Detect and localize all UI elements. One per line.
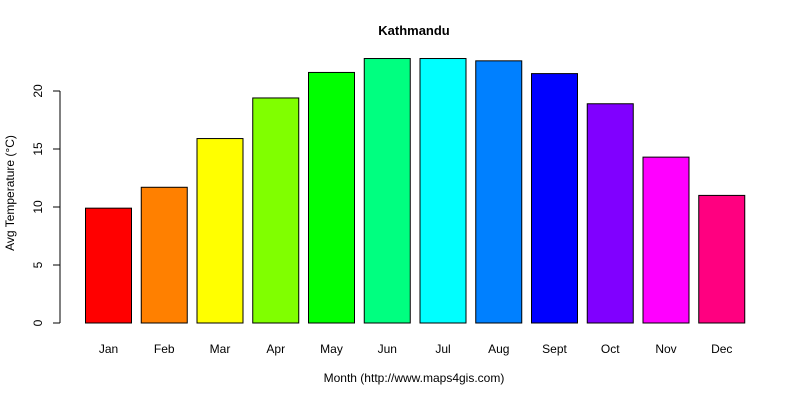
bar-jun <box>363 58 411 324</box>
x-tick-labels: Jan Feb Mar Apr May Jun Jul Aug Sept Oct Nov Dec <box>99 342 733 356</box>
x-tick-label: Sept <box>542 342 567 356</box>
y-axis: 0 5 10 15 20 <box>31 84 61 326</box>
bar-nov <box>642 156 690 324</box>
y-tick-label: 15 <box>31 142 45 156</box>
x-tick-label: Mar <box>210 342 231 356</box>
bar-apr <box>252 97 300 324</box>
bar-aug <box>475 60 523 324</box>
x-tick-label: Nov <box>655 342 676 356</box>
x-tick-label: Aug <box>488 342 509 356</box>
bar-oct <box>586 103 634 324</box>
bars-group <box>85 58 746 324</box>
y-tick-label: 20 <box>31 84 45 98</box>
x-tick-label: Dec <box>711 342 732 356</box>
y-tick-label: 10 <box>31 200 45 214</box>
x-tick-label: Jun <box>378 342 397 356</box>
bar-may <box>308 71 355 324</box>
x-tick-label: Oct <box>601 342 620 356</box>
x-tick-label: May <box>320 342 343 356</box>
x-tick-label: Jan <box>99 342 118 356</box>
y-axis-label: Avg Temperature (°C) <box>3 135 17 251</box>
x-axis-label: Month (http://www.maps4gis.com) <box>324 371 505 385</box>
x-tick-label: Jul <box>435 342 450 356</box>
y-tick-label: 5 <box>31 261 45 268</box>
bar-jul <box>419 58 467 324</box>
y-tick-label: 0 <box>31 319 45 326</box>
bar-dec <box>698 194 746 324</box>
bar-sept <box>531 73 578 324</box>
bar-mar <box>196 138 244 324</box>
chart-title: Kathmandu <box>378 23 450 38</box>
bar-feb <box>140 186 188 324</box>
x-tick-label: Feb <box>154 342 175 356</box>
x-tick-label: Apr <box>266 342 285 356</box>
bar-jan <box>85 207 132 324</box>
